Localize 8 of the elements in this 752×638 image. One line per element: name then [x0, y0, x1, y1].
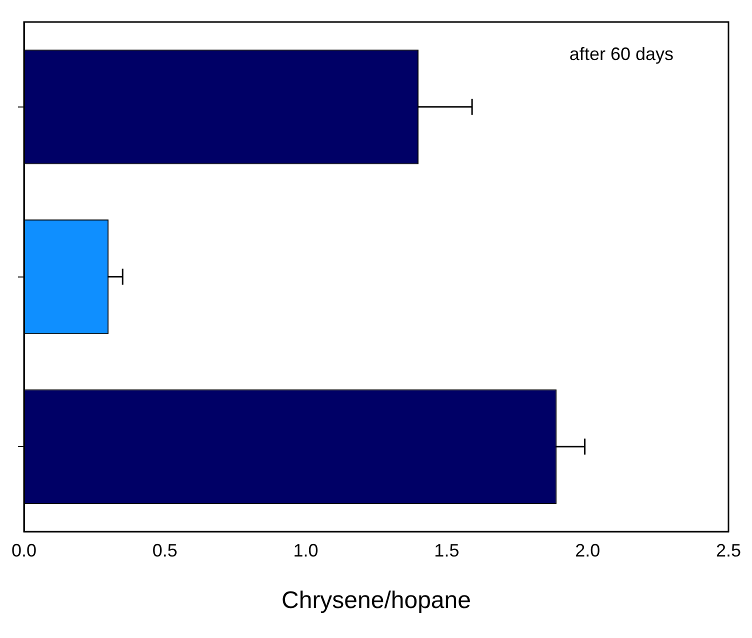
x-tick-label: 0.5	[152, 540, 178, 560]
x-axis-title: Chrysene/hopane	[282, 587, 471, 614]
x-tick-label: 2.0	[575, 540, 600, 560]
x-tick-label: 1.0	[293, 540, 318, 560]
x-tick-label: 2.5	[716, 540, 742, 560]
x-tick-label: 0.0	[11, 540, 37, 560]
annotation: after 60 days	[569, 44, 674, 64]
x-tick-label: 1.5	[434, 540, 460, 560]
